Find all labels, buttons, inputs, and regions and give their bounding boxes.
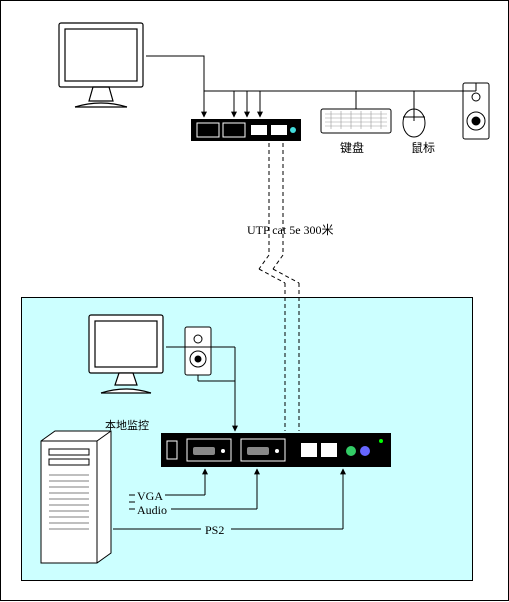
remote-mouse-icon	[403, 109, 425, 137]
local-region	[21, 297, 473, 581]
ps2-label: PS2	[205, 523, 224, 538]
vga-label: VGA	[137, 489, 163, 504]
mouse-label: 鼠标	[411, 139, 435, 156]
remote-speaker-icon	[463, 83, 489, 139]
remote-monitor-icon	[59, 23, 143, 107]
remote-keyboard-icon	[321, 109, 391, 133]
local-monitor-label: 本地监控	[105, 417, 149, 433]
remote-receiver-icon	[191, 119, 301, 141]
diagram-canvas: 键盘 鼠标 UTP cat 5e 300米 本地监控 VGA Audio PS2	[0, 0, 509, 601]
audio-label: Audio	[137, 503, 167, 518]
keyboard-label: 键盘	[340, 139, 364, 156]
cable-label: UTP cat 5e 300米	[247, 221, 334, 238]
